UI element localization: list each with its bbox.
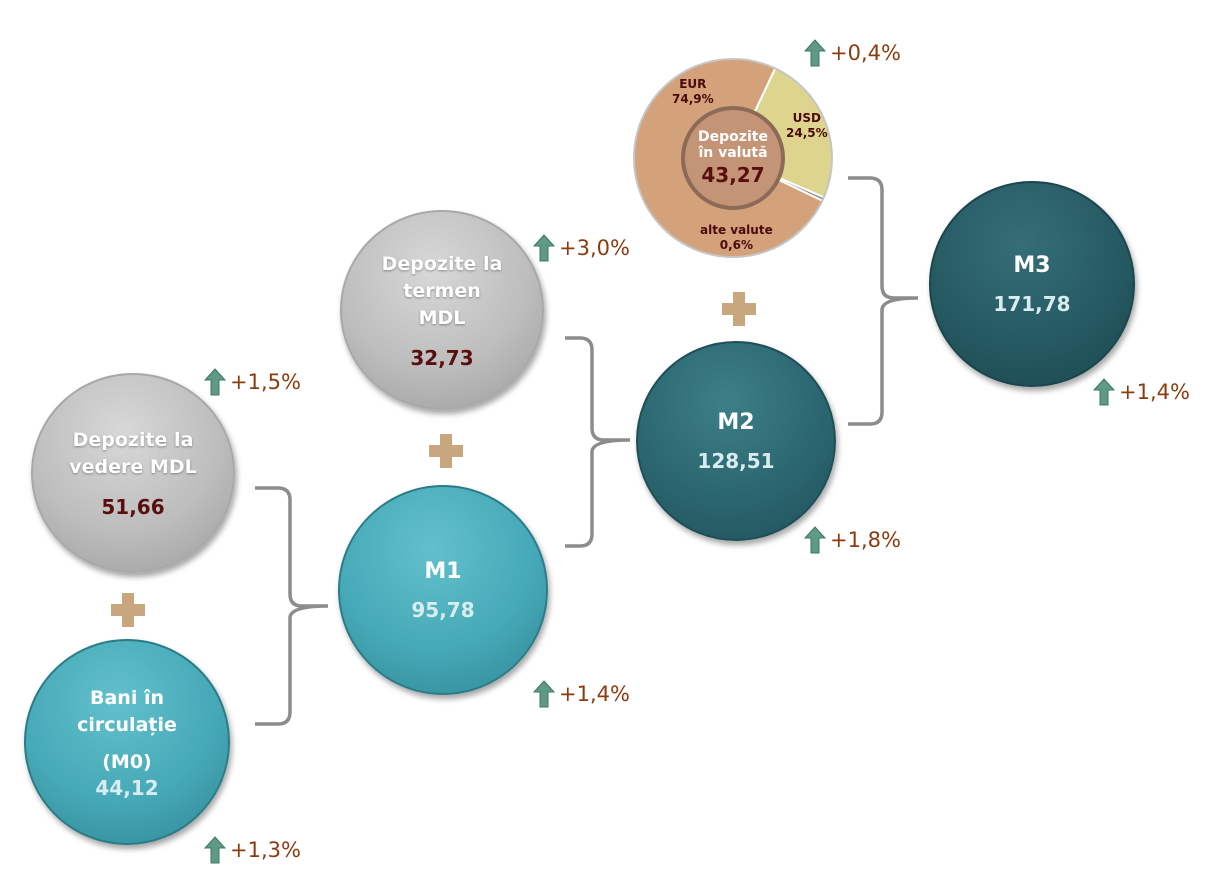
growth-depozite-valuta: +0,4% [804,39,901,67]
m3-label: M3 [1013,252,1051,278]
m1-label: M1 [424,558,462,584]
m2-label: M2 [717,409,755,435]
growth-text: +1,4% [1119,380,1190,404]
depozite-termen-label: Depozite la termen MDL [381,252,503,329]
eur-pct: 74,9% [672,92,714,106]
bracket-to-m3 [848,176,919,426]
m3-circle: M3 171,78 [929,181,1135,387]
growth-text: +0,4% [830,41,901,65]
bracket-to-m1 [255,486,329,726]
m0-label: Bani în circulație [77,686,177,736]
m0-circle: Bani în circulație (M0) 44,12 [24,639,230,845]
depozite-vedere-value: 51,66 [101,495,165,519]
up-arrow-icon [204,836,226,864]
usd-pct: 24,5% [786,126,828,140]
bracket-to-m2 [565,336,631,548]
donut-center: Depozite în valută 43,27 [681,106,785,210]
growth-text: +1,5% [230,370,301,394]
depozite-vedere-circle: Depozite la vedere MDL 51,66 [31,373,235,573]
growth-m1: +1,4% [533,680,630,708]
m0-code: (M0) [102,750,152,773]
donut-label-eur: EUR 74,9% [672,77,714,107]
growth-m2: +1,8% [804,526,901,554]
up-arrow-icon [204,368,226,396]
growth-text: +1,4% [559,682,630,706]
m3-value: 171,78 [993,291,1071,316]
growth-text: +1,8% [830,528,901,552]
alte-name: alte valute [700,223,773,237]
up-arrow-icon [533,234,555,262]
m1-value: 95,78 [411,597,475,622]
plus-sign-m2 [429,434,463,468]
m0-value: 44,12 [95,775,159,800]
growth-m3: +1,4% [1093,378,1190,406]
up-arrow-icon [533,680,555,708]
alte-pct: 0,6% [719,238,753,252]
donut-label-alte: alte valute 0,6% [700,223,773,253]
growth-depozite-termen: +3,0% [533,234,630,262]
depozite-vedere-label: Depozite la vedere MDL [69,429,197,478]
usd-name: USD [792,111,821,125]
m2-value: 128,51 [697,448,775,473]
up-arrow-icon [1093,378,1115,406]
depozite-termen-circle: Depozite la termen MDL 32,73 [340,210,544,410]
growth-text: +3,0% [559,236,630,260]
depozite-termen-value: 32,73 [410,345,474,370]
donut-outline [633,58,833,258]
plus-sign-m1 [111,593,145,627]
eur-name: EUR [679,77,707,91]
donut-label-usd: USD 24,5% [786,111,828,141]
up-arrow-icon [804,39,826,67]
m1-circle: M1 95,78 [338,485,548,695]
up-arrow-icon [804,526,826,554]
growth-m0: +1,3% [204,836,301,864]
growth-depozite-vedere: +1,5% [204,368,301,396]
growth-text: +1,3% [230,838,301,862]
plus-sign-m3 [722,292,756,326]
depozite-valuta-label: Depozite în valută [698,129,768,161]
m2-circle: M2 128,51 [636,341,836,541]
depozite-valuta-value: 43,27 [701,163,765,187]
